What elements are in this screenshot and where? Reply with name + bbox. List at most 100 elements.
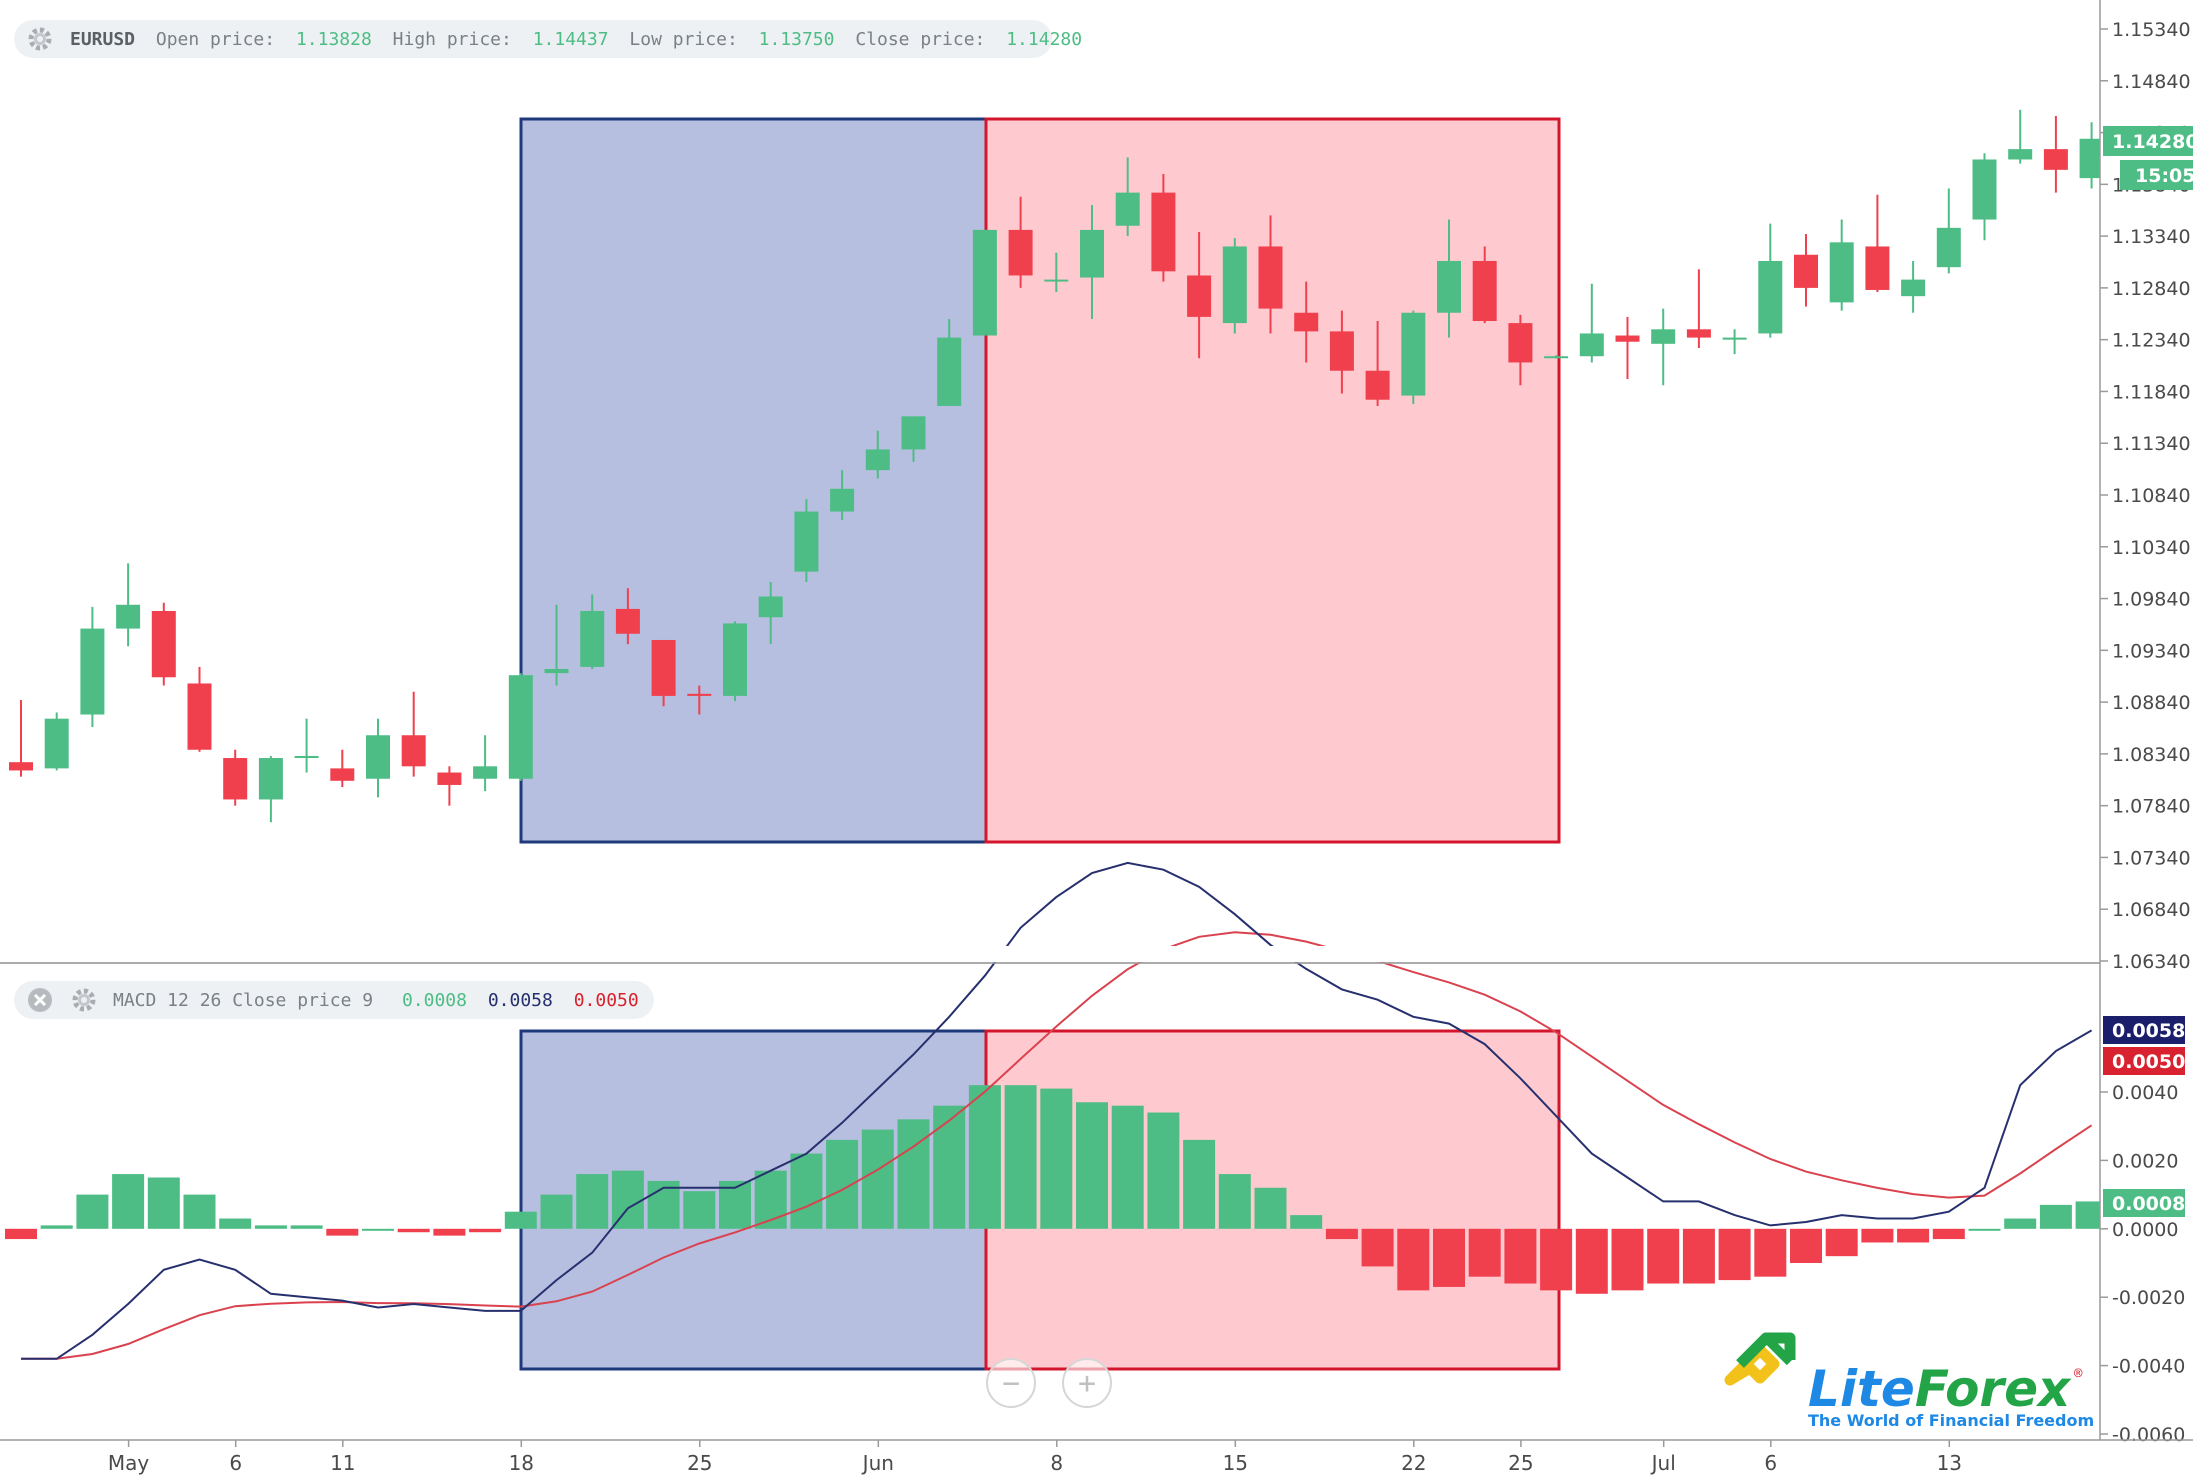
macd-histogram-bar [1575,1228,1608,1294]
candle [1972,153,1997,241]
candle [366,718,390,798]
legend-open-value: 1.13828 [296,29,372,50]
macd-histogram-bar [790,1153,823,1229]
gear-hole [37,36,43,42]
candle-body [1472,260,1497,322]
logo-tagline: The World of Financial Freedom [1808,1411,2094,1430]
last-price-tag-text: 1.14280 [2112,131,2193,153]
macd-histogram-bar [1290,1215,1323,1229]
macd-lines [21,861,2093,1360]
candle [508,673,533,781]
price-axis-ticks: 1.153401.148401.143401.138401.133401.128… [2100,19,2191,973]
candle-body [723,623,747,696]
candle-body [401,735,426,767]
candle [2008,109,2033,164]
candle-body [651,639,676,696]
macd-histogram-bar [1504,1228,1537,1284]
candle-body [1329,331,1354,371]
macd-histogram-bar [1825,1228,1858,1257]
macd-histogram-bar [326,1228,359,1236]
candle-body [2043,149,2068,170]
macd-settings-gear-icon[interactable] [72,988,96,1012]
candle [1080,205,1104,319]
candle-body [1829,242,1854,303]
macd-axis-ticks: 0.0040 0.0020 0.0000 -0.0020 -0.0040 -0.0060 [2100,1082,2185,1446]
candle-body [1901,279,1926,297]
candle-body [1722,337,1747,340]
macd-histogram-bar [2039,1204,2072,1229]
macd-histogram-bar [219,1218,252,1229]
candle [330,749,355,788]
candlestick-series [9,109,2104,823]
macd-histogram-bar [1040,1088,1073,1229]
logo-brand-lite: Lite [1808,1360,1915,1418]
macd-gear-hole [81,997,87,1003]
price-legend-bg [14,20,1052,58]
countdown-tag-text: 15:05 [2135,165,2193,187]
price-tick-label: 1.13340 [2112,226,2191,248]
candle-body [44,718,69,769]
time-axis-ticks: May 6 11 18 25 Jun 8 15 22 25 Jul 6 13 [108,1440,1962,1475]
candle-body [1115,192,1140,226]
candle-body [330,768,355,781]
candle-body [972,229,997,336]
candle [1758,223,1783,338]
candle [437,766,462,806]
legend-high-label: High price: [393,29,512,50]
hist-value-tag-bg [2103,1189,2185,1217]
macd-histogram-bar [1540,1228,1573,1291]
logo-mark-green-tick [1762,1334,1794,1366]
candle [1686,269,1711,348]
candle-body [1044,279,1069,282]
zoom-in-symbol: + [1078,1366,1096,1401]
candle-body [830,488,855,512]
macd-histogram-bar [897,1119,930,1229]
countdown-tag-bg [2120,160,2193,190]
candle [1329,310,1354,394]
settings-gear-icon[interactable] [28,27,52,51]
candle [865,430,890,479]
macd-tick-label: 0.0020 [2112,1150,2178,1172]
candle [901,416,926,462]
price-zones [519,117,1561,844]
zoom-in-circle [1062,1358,1112,1408]
candle [1472,246,1497,324]
candle-body [1865,246,1890,290]
candle [1722,329,1747,355]
zoom-out-button[interactable]: − [986,1358,1036,1408]
zoom-in-button[interactable]: + [1062,1358,1112,1408]
time-tick-label: 13 [1937,1451,1962,1475]
candle [401,691,426,777]
candle-body [258,758,283,800]
macd-histogram-bar [1325,1228,1358,1240]
candle-body [294,755,319,759]
macd-tick-label: -0.0020 [2112,1287,2185,1309]
candle-body [1508,323,1533,363]
macd-value-tag-bg [2103,1016,2185,1044]
countdown-tag: 15:05 [2120,160,2193,190]
candle-body [1437,260,1461,313]
macd-histogram [5,1085,2108,1294]
candle-body [1651,329,1676,344]
candle [187,666,212,752]
candle [544,604,569,686]
candle [1865,194,1890,293]
candle [1187,231,1212,359]
candle-body [2008,149,2033,160]
candle [116,563,141,647]
candle [758,581,783,645]
macd-histogram-bar [76,1194,109,1229]
time-tick-label: 25 [1508,1451,1533,1475]
remove-indicator-icon[interactable] [28,988,52,1012]
candle-body [1365,370,1390,400]
candle [1044,252,1069,293]
candle-body [1008,229,1033,276]
candle [1615,316,1640,380]
macd-histogram-bar [147,1177,180,1229]
time-tick-label: 6 [1764,1451,1777,1475]
macd-histogram-bar [40,1225,73,1229]
macd-legend-signal: 0.0050 [574,990,639,1011]
time-tick-label: 22 [1401,1451,1426,1475]
candle [687,685,712,715]
